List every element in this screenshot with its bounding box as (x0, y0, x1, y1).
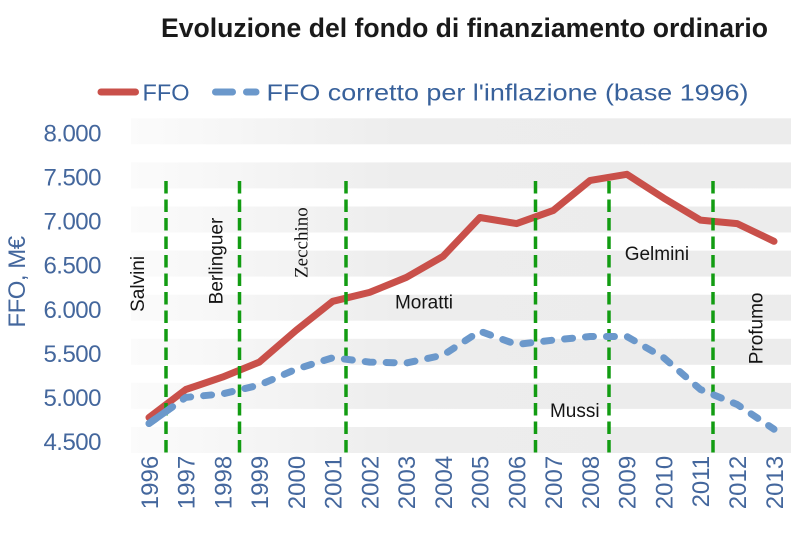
svg-text:2013: 2013 (762, 456, 789, 509)
svg-text:Mussi: Mussi (550, 401, 600, 422)
svg-text:FFO, M€: FFO, M€ (4, 235, 31, 327)
svg-text:FFO: FFO (143, 80, 190, 106)
svg-text:2007: 2007 (541, 456, 568, 509)
svg-text:2003: 2003 (394, 456, 421, 509)
svg-text:Zecchino: Zecchino (292, 207, 313, 278)
svg-text:2008: 2008 (578, 456, 605, 509)
svg-text:1999: 1999 (247, 456, 274, 509)
svg-text:1997: 1997 (174, 456, 201, 509)
svg-text:6.000: 6.000 (43, 297, 101, 324)
svg-text:FFO corretto per l'inflazione: FFO corretto per l'inflazione (base 1996… (267, 80, 749, 106)
svg-text:2009: 2009 (615, 456, 642, 509)
svg-text:5.500: 5.500 (43, 341, 101, 368)
svg-text:2004: 2004 (431, 456, 458, 509)
svg-text:2001: 2001 (321, 456, 348, 509)
svg-text:1998: 1998 (210, 456, 237, 509)
svg-text:1996: 1996 (137, 456, 164, 509)
svg-text:2012: 2012 (725, 456, 752, 509)
svg-text:7.500: 7.500 (43, 165, 101, 192)
svg-text:Moratti: Moratti (395, 292, 453, 313)
svg-text:Gelmini: Gelmini (625, 244, 689, 265)
svg-text:Evoluzione del fondo di finanz: Evoluzione del fondo di finanziamento or… (161, 13, 768, 43)
svg-text:2005: 2005 (468, 456, 495, 509)
svg-text:2000: 2000 (284, 456, 311, 509)
svg-text:2011: 2011 (688, 456, 715, 508)
svg-text:4.500: 4.500 (43, 429, 101, 456)
svg-text:Salvini: Salvini (128, 256, 149, 312)
svg-text:Profumo: Profumo (747, 292, 768, 364)
svg-text:2010: 2010 (652, 456, 679, 509)
svg-text:8.000: 8.000 (43, 120, 101, 147)
svg-text:7.000: 7.000 (43, 209, 101, 236)
svg-text:2006: 2006 (504, 456, 531, 509)
svg-text:Berlinguer: Berlinguer (207, 217, 228, 304)
svg-text:5.000: 5.000 (43, 385, 101, 412)
svg-text:6.500: 6.500 (43, 253, 101, 280)
svg-text:2002: 2002 (357, 456, 384, 509)
